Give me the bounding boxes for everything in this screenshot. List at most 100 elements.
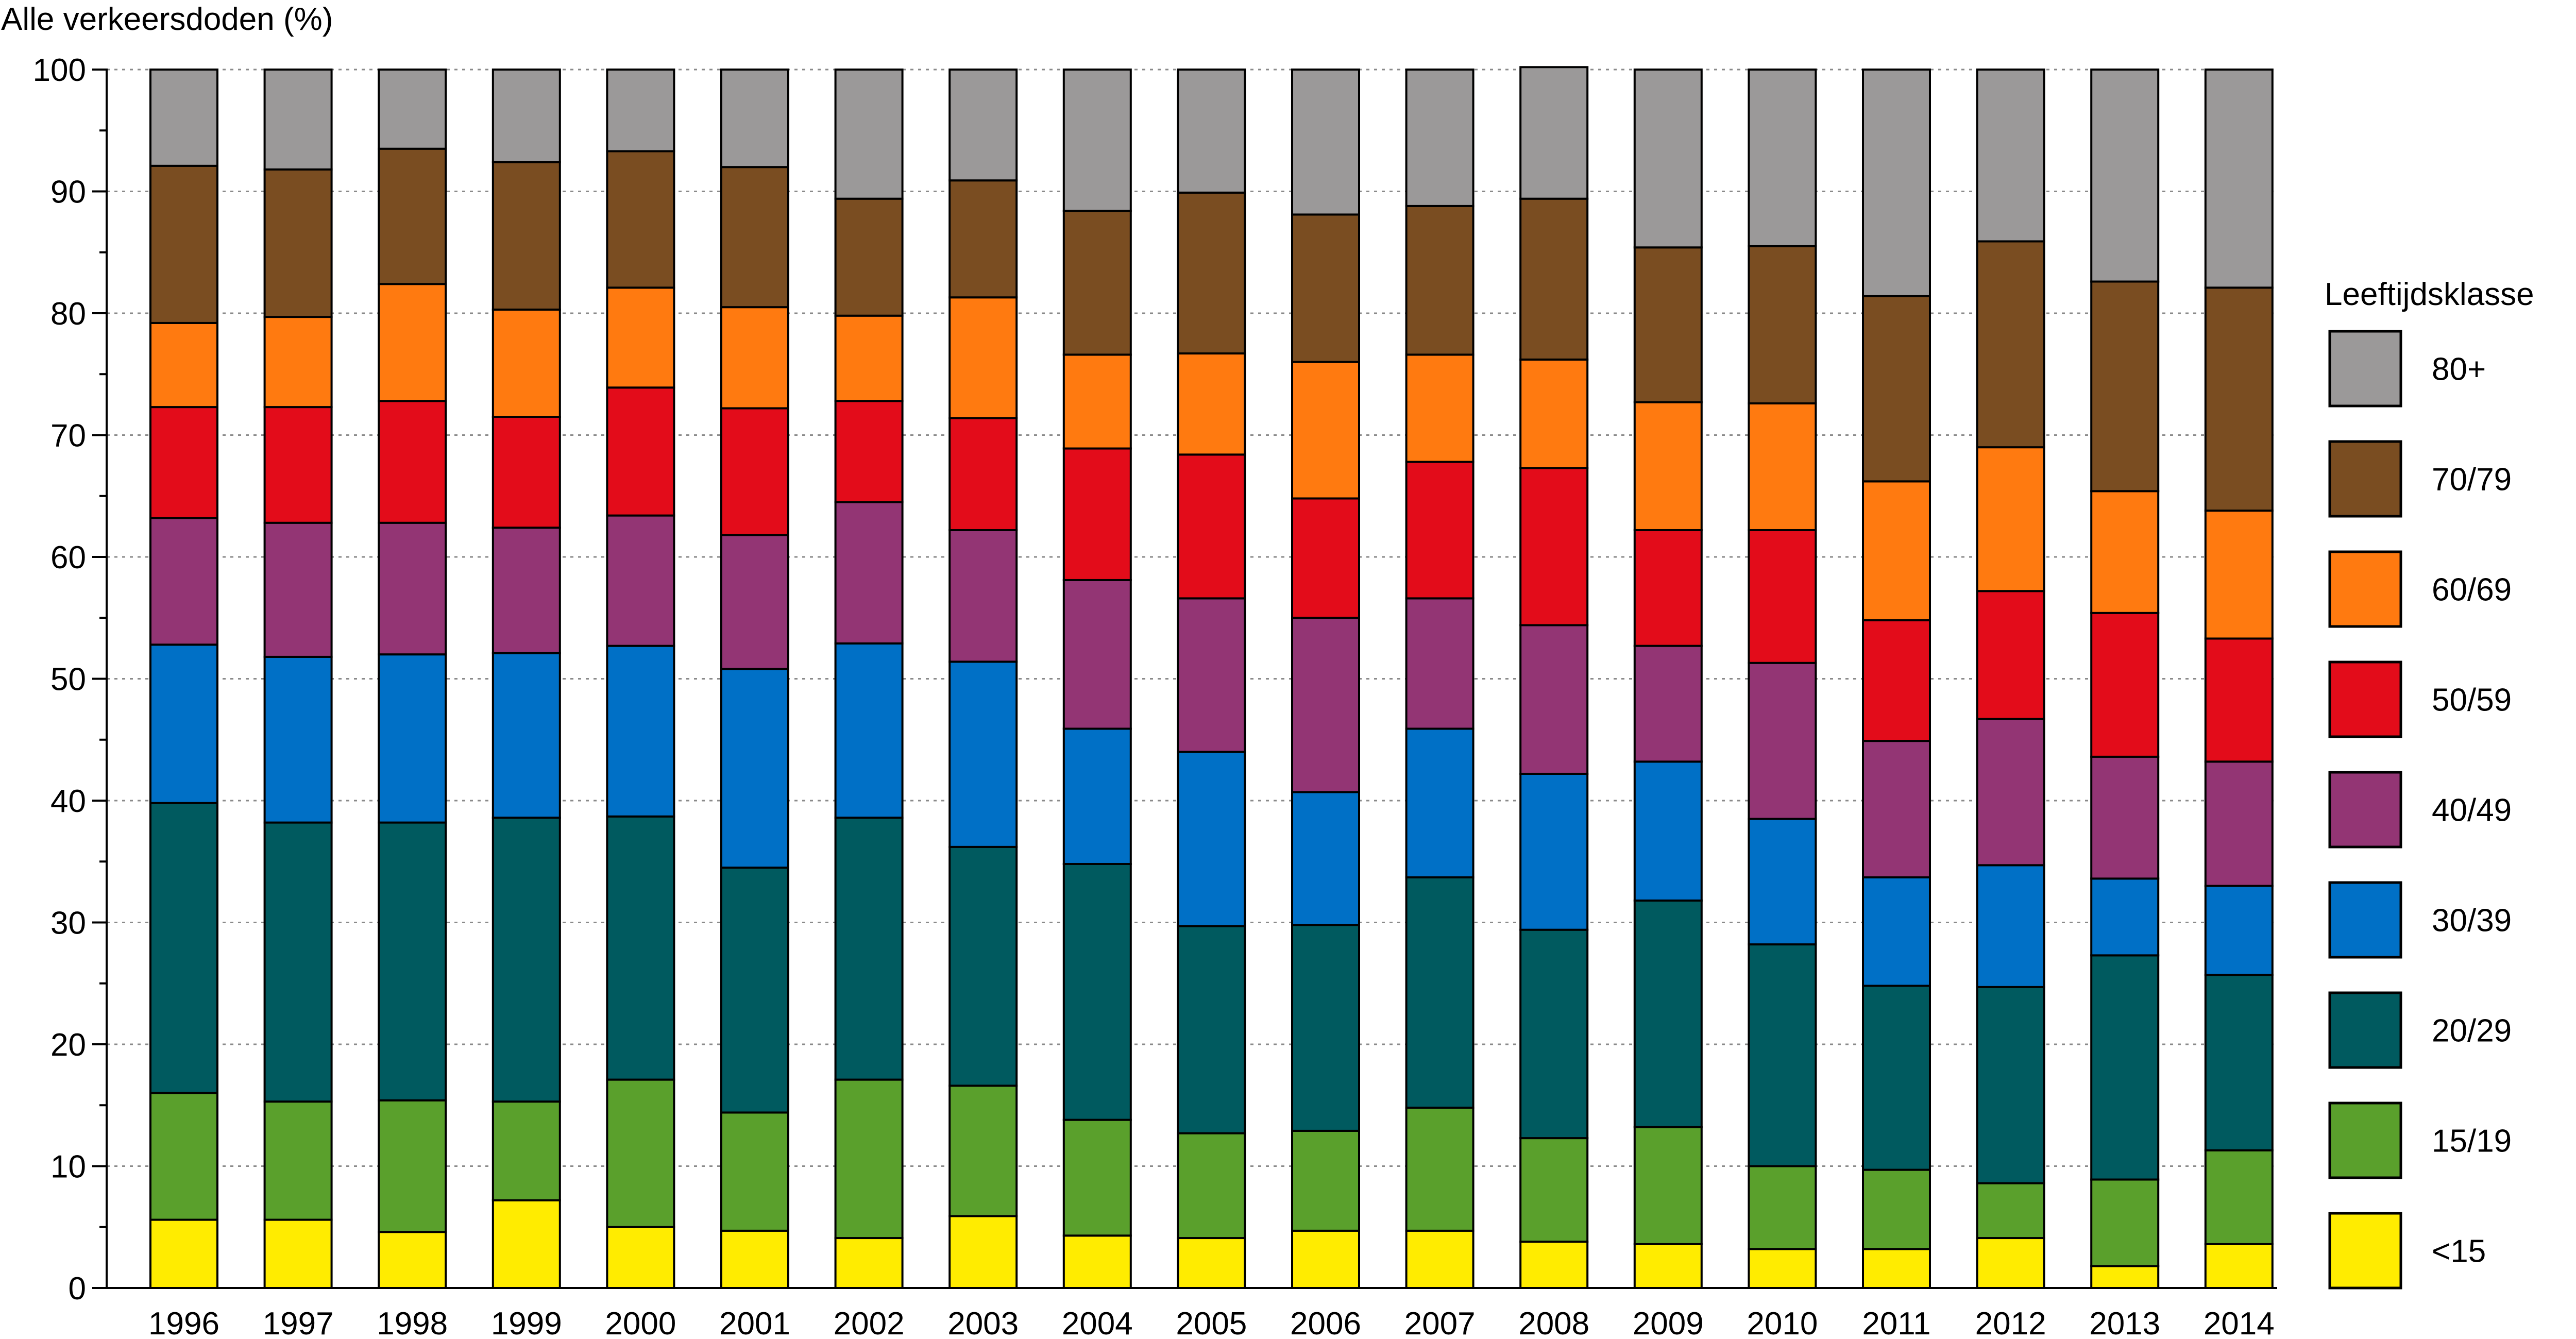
bar-segment (1976, 590, 2045, 720)
bar-column-2005 (1177, 69, 1246, 1289)
bar-segment (2204, 885, 2274, 976)
bar-segment (2090, 1178, 2160, 1267)
bar-segment (378, 147, 447, 285)
bar-segment (1748, 529, 1817, 664)
bar-segment (1177, 925, 1246, 1134)
bar-segment (1633, 246, 1703, 403)
bar-segment (1062, 1118, 1132, 1237)
bar-segment (1633, 529, 1703, 647)
bar-segment (1062, 447, 1132, 581)
bar-segment (2204, 286, 2274, 512)
bar-segment (1862, 740, 1931, 878)
bar-segment (834, 817, 904, 1081)
bar-segment (1177, 1237, 1246, 1289)
bar-segment (378, 283, 447, 402)
x-tick-label: 1998 (377, 1306, 448, 1339)
x-tick-label: 2000 (605, 1306, 676, 1339)
bar-segment (1062, 353, 1132, 450)
y-tick-label: 60 (50, 540, 86, 575)
bar-segment (1976, 718, 2045, 867)
bar-segment (720, 534, 789, 670)
bar-segment (1976, 986, 2045, 1184)
legend-label: 20/29 (2432, 1013, 2512, 1049)
bar-column-2006 (1291, 69, 1360, 1289)
bar-segment (1748, 69, 1817, 247)
bar-segment (149, 69, 218, 167)
x-tick-label: 2005 (1176, 1306, 1247, 1339)
bar-column-2011 (1862, 69, 1931, 1290)
legend-swatch (2328, 881, 2402, 959)
bar-segment (1177, 352, 1246, 456)
bar-segment (149, 406, 218, 519)
bar-segment (2090, 69, 2160, 283)
bar-column-1998 (378, 69, 447, 1289)
bar-segment (2204, 637, 2274, 763)
bar-segment (378, 521, 447, 656)
bar-segment (1291, 69, 1360, 216)
bar-segment (1062, 1234, 1132, 1289)
bar-segment (1519, 1241, 1589, 1289)
bar-segment (948, 69, 1018, 182)
bar-segment (2204, 760, 2274, 887)
bar-segment (834, 642, 904, 819)
bar-segment (263, 316, 333, 409)
bar-column-2004 (1062, 69, 1132, 1289)
bar-segment (149, 164, 218, 324)
bar-segment (1633, 760, 1703, 902)
bar-segment (1405, 597, 1475, 730)
bar-segment (1862, 876, 1931, 987)
bar-segment (606, 645, 675, 818)
y-tick-label: 40 (50, 784, 86, 819)
bar-segment (1862, 1168, 1931, 1250)
bar-segment (1748, 1248, 1817, 1290)
bar-segment (1062, 210, 1132, 356)
bar-segment (834, 400, 904, 503)
x-tick-label: 2007 (1404, 1306, 1476, 1339)
legend-swatch (2328, 330, 2402, 408)
bar-segment (1405, 1229, 1475, 1289)
bar-segment (378, 1231, 447, 1289)
bar-column-2013 (2090, 69, 2160, 1289)
bar-segment (1862, 1248, 1931, 1290)
bar-segment (1291, 791, 1360, 926)
bar-segment (1976, 240, 2045, 449)
legend-label: 30/39 (2432, 903, 2512, 939)
legend-swatch (2328, 550, 2402, 628)
axes: 0 10 20 30 40 50 60 70 80 90 100 1996 1997 1998 1999 20… (33, 53, 2277, 1339)
bar-segment (378, 1099, 447, 1233)
bar-segment (149, 643, 218, 804)
bar-segment (1633, 401, 1703, 531)
bar-segment (1519, 928, 1589, 1140)
bar-column-2010 (1748, 69, 1817, 1290)
bar-segment (1519, 197, 1589, 361)
bar-segment (492, 652, 561, 819)
x-tick-label: 1996 (148, 1306, 219, 1339)
bar-segment (834, 1237, 904, 1289)
bar-segment (834, 1078, 904, 1240)
bar-segment (1062, 727, 1132, 865)
legend-swatch (2328, 1101, 2402, 1179)
bar-segment (1519, 1137, 1589, 1243)
y-axis-title: Alle verkeersdoden (%) (1, 2, 333, 37)
bar-column-1999 (492, 69, 561, 1289)
bar-segment (492, 527, 561, 654)
bar-segment (720, 166, 789, 309)
bar-segment (1633, 645, 1703, 763)
x-tick-label: 2006 (1290, 1306, 1361, 1339)
bar-segment (720, 407, 789, 536)
bar-segment (2090, 1265, 2160, 1289)
bar-segment (606, 150, 675, 289)
bar-segment (1633, 1126, 1703, 1245)
bar-column-2014 (2204, 69, 2274, 1290)
bar-segment (1291, 213, 1360, 363)
y-tick-label: 10 (50, 1149, 86, 1185)
bar-segment (1862, 480, 1931, 621)
bar-segment (1291, 1129, 1360, 1232)
bar-segment (1748, 245, 1817, 405)
bar-column-2008 (1519, 66, 1589, 1289)
bar-segment (149, 1218, 218, 1290)
bar-segment (720, 306, 789, 410)
bar-segment (1633, 69, 1703, 249)
bar-segment (606, 386, 675, 517)
